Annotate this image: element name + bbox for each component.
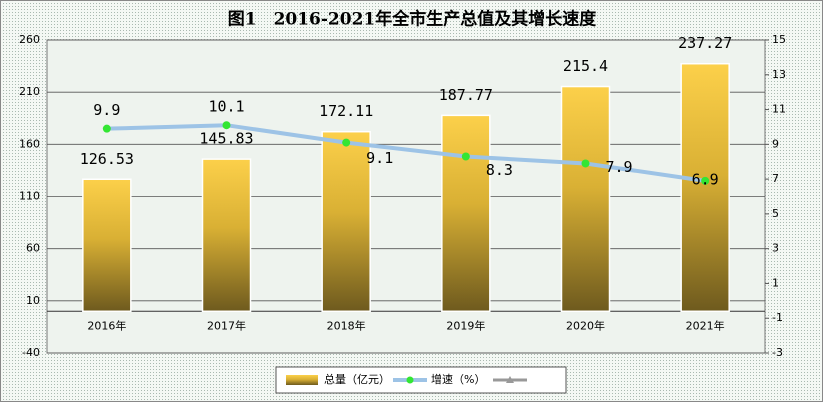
line-value-label: 7.9 xyxy=(606,158,633,176)
line-value-label: 9.9 xyxy=(93,101,120,119)
line-marker xyxy=(342,138,351,147)
bar-value-label: 187.77 xyxy=(439,86,493,104)
y-tick-label: 110 xyxy=(19,190,40,203)
x-tick-label: 2018年 xyxy=(327,318,366,332)
chart-title: 图1 2016-2021年全市生产总值及其增长速度 xyxy=(228,9,598,30)
bar-value-label: 215.4 xyxy=(563,57,608,75)
y2-tick-label: 3 xyxy=(772,242,779,255)
y2-tick-label: -1 xyxy=(772,311,783,324)
y2-tick-label: 5 xyxy=(772,207,779,220)
y-tick-label: 160 xyxy=(19,137,40,150)
line-value-label: 8.3 xyxy=(486,161,513,179)
y2-tick-label: 7 xyxy=(772,172,779,185)
x-tick-label: 2017年 xyxy=(207,318,246,332)
x-tick-label: 2019年 xyxy=(446,318,485,332)
y-tick-label: -40 xyxy=(22,346,40,359)
y2-tick-label: 11 xyxy=(772,103,786,116)
y-tick-label: 60 xyxy=(26,242,40,255)
legend-symbol xyxy=(286,375,318,385)
y2-tick-label: 13 xyxy=(772,68,786,81)
bar-value-label: 126.53 xyxy=(80,150,134,168)
bar-value-label: 145.83 xyxy=(199,130,253,148)
bar-value-label: 172.11 xyxy=(319,102,373,120)
y2-tick-label: 1 xyxy=(772,276,779,289)
bar-value-label: 237.27 xyxy=(678,34,732,52)
bar xyxy=(321,130,371,313)
line-marker xyxy=(461,152,470,161)
bar xyxy=(82,178,132,313)
line-marker xyxy=(222,121,231,130)
line xyxy=(106,123,706,183)
y2-tick-label: -3 xyxy=(772,346,783,359)
x-tick-label: 2021年 xyxy=(686,318,725,332)
bar xyxy=(680,62,730,313)
line-value-label: 10.1 xyxy=(208,98,244,116)
line-value-label: 6.9 xyxy=(692,170,719,188)
x-tick-label: 2016年 xyxy=(87,318,126,332)
y2-tick-label: 9 xyxy=(772,137,779,150)
line-marker xyxy=(701,176,710,185)
bar xyxy=(201,158,252,313)
x-tick-label: 2020年 xyxy=(566,318,605,332)
y-tick-label: 210 xyxy=(19,85,40,98)
line-value-label: 9.1 xyxy=(366,149,393,167)
legend-label: 总量（亿元） xyxy=(324,372,390,386)
y-tick-label: 260 xyxy=(19,33,40,46)
legend-marker xyxy=(506,376,514,383)
bar xyxy=(560,85,611,313)
line-marker xyxy=(102,124,111,133)
legend-label: 增速（%） xyxy=(431,372,485,386)
line-marker xyxy=(581,159,590,168)
legend-marker xyxy=(406,376,414,384)
y-tick-label: 10 xyxy=(26,294,40,307)
bar xyxy=(441,114,491,313)
y2-tick-label: 15 xyxy=(772,33,786,46)
